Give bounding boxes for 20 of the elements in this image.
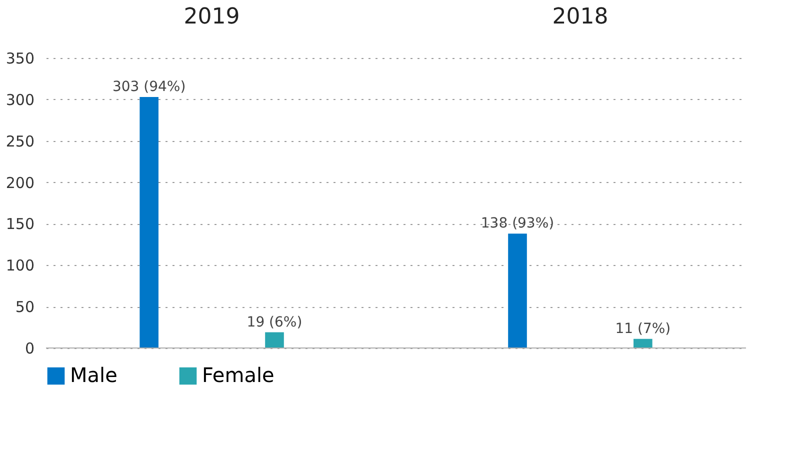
y-tick-label: 200 xyxy=(6,174,34,192)
bar xyxy=(508,234,527,348)
y-tick-label: 250 xyxy=(6,132,34,150)
y-tick-label: 50 xyxy=(15,298,34,316)
data-label: 303 (94%) xyxy=(112,78,186,95)
data-label: 19 (6%) xyxy=(246,314,302,330)
legend-label: Male xyxy=(70,363,118,387)
bar xyxy=(634,338,652,348)
y-tick-label: 350 xyxy=(6,50,34,68)
bar xyxy=(140,96,158,348)
y-tick-label: 0 xyxy=(24,340,34,358)
data-label: 11 (7%) xyxy=(615,320,671,337)
data-label: 138 (93%) xyxy=(480,216,554,232)
y-tick-label: 100 xyxy=(6,256,34,275)
legend-label: Female xyxy=(202,363,274,387)
bar xyxy=(265,332,284,348)
y-tick-label: 150 xyxy=(6,215,34,234)
x-tick-label: 2019 xyxy=(184,4,240,30)
x-tick-label: 2018 xyxy=(552,4,608,30)
y-tick-label: 300 xyxy=(6,90,34,109)
